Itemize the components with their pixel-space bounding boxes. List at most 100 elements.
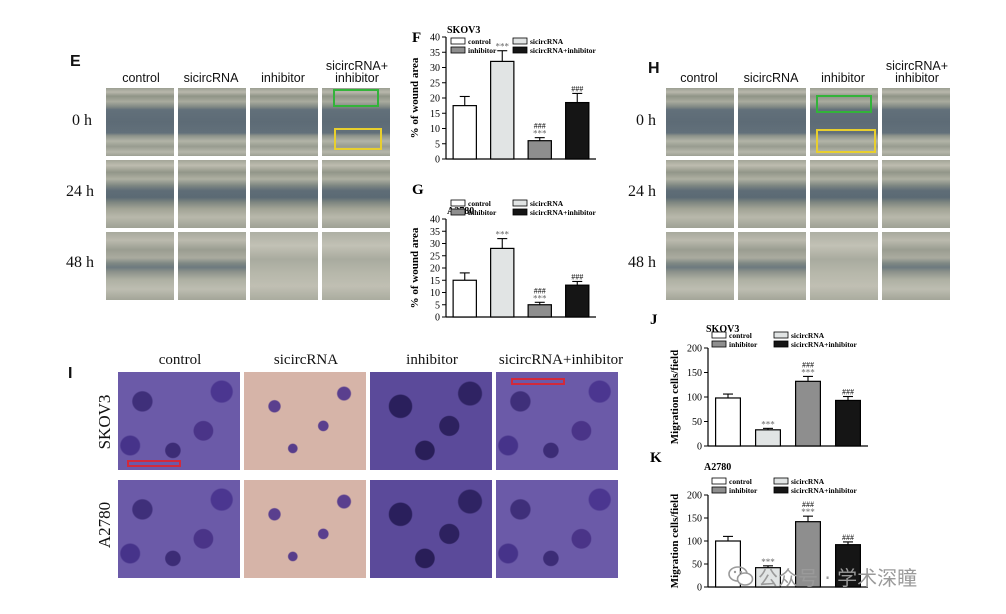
chart-k-panel-label: K (650, 450, 662, 466)
chart-k-legend-swatch-1 (711, 486, 727, 494)
chart-j-ytick-label-4: 200 (687, 344, 702, 355)
e-micrograph-r2-c3 (322, 232, 390, 300)
chart-j-bar-1 (754, 429, 781, 447)
h-micrograph-r2-c0 (666, 232, 734, 300)
h-yellow-roi-box (816, 129, 876, 153)
chart-k-ytick-label-2: 100 (687, 537, 702, 548)
chart-k-sig-hash-3: ### (842, 533, 854, 542)
chart-f-legend-swatch-3 (512, 46, 528, 54)
panel-label-e: E (70, 53, 81, 70)
e-micrograph-r0-c0 (106, 88, 174, 156)
chart-f-sig-star-1: *** (496, 42, 510, 52)
chart-g-ytick-label-3: 15 (430, 276, 440, 287)
chart-g-ytick-label-4: 20 (430, 264, 440, 275)
chart-g-ytick-label-7: 35 (430, 227, 440, 238)
h-micrograph-r2-c2 (810, 232, 878, 300)
chart-f-bar-3 (565, 101, 590, 160)
chart-j-legend-label-1: inhibitor (729, 340, 758, 349)
h-micrograph-r1-c3 (882, 160, 950, 228)
chart-k-legend-label-0: control (729, 477, 752, 486)
chart-k-legend-label-2: sicircRNA (791, 477, 825, 486)
chart-g-ytick-label-2: 10 (430, 288, 440, 299)
chart-k-sig-hash-2: ### (802, 500, 814, 509)
h-col-inhibitor: inhibitor (821, 71, 865, 85)
h-green-roi-box (816, 95, 872, 113)
chart-f-title: SKOV3 (447, 25, 480, 36)
chart-j-bar-2 (794, 380, 821, 447)
panel-label-h: H (648, 60, 660, 77)
e-green-roi-box (333, 89, 379, 107)
chart-g-ylabel: % of wound area (409, 227, 421, 308)
chart-g-sig-hash-3: ### (571, 272, 583, 281)
chart-g-ytick-label-1: 5 (435, 300, 440, 311)
chart-k-ytick-label-4: 200 (687, 491, 702, 502)
chart-f-bar-2 (527, 140, 552, 160)
chart-f-ytick-label-4: 20 (430, 94, 440, 105)
chart-g-bar-3 (565, 284, 590, 318)
chart-k-ytick-label-3: 150 (687, 514, 702, 525)
chart-j-sig-star-1: *** (761, 419, 775, 429)
e-micrograph-r1-c3 (322, 160, 390, 228)
h-col-control: control (680, 71, 718, 85)
chart-k-ylabel: Migration cells/field (669, 494, 681, 588)
e-micrograph-r0-c2 (250, 88, 318, 156)
chart-k-legend-swatch-2 (773, 477, 789, 485)
i-micrograph-r1-c0 (118, 480, 240, 578)
chart-f-legend-swatch-1 (512, 37, 528, 45)
chart-g-sig-star-2: *** (533, 293, 547, 303)
chart-g-legend-label-0: control (468, 199, 491, 208)
h-col-combo: sicircRNA+ inhibitor (885, 59, 949, 85)
chart-j-ytick-label-3: 150 (687, 368, 702, 379)
e-micrograph-r0-c1 (178, 88, 246, 156)
chart-f-sig-star-2: *** (533, 129, 547, 139)
chart-g-ytick-label-0: 0 (435, 313, 440, 324)
chart-g-ytick-label-5: 25 (430, 251, 440, 262)
chart-f-ytick-label-0: 0 (435, 155, 440, 166)
chart-f-legend-label-0: control (468, 37, 491, 46)
i-micrograph-r1-c2 (370, 480, 492, 578)
e-micrograph-r1-c0 (106, 160, 174, 228)
h-micrograph-r1-c1 (738, 160, 806, 228)
e-micrograph-r2-c0 (106, 232, 174, 300)
chart-j-panel-label: J (650, 312, 658, 328)
h-micrograph-r0-c1 (738, 88, 806, 156)
chart-f-panel-label: F (412, 30, 421, 46)
chart-g-bar-0 (452, 279, 477, 318)
chart-f-ytick-label-5: 25 (430, 78, 440, 89)
chart-g-legend-swatch-3 (512, 208, 528, 216)
chart-f-legend-label-1: sicircRNA (530, 37, 564, 46)
i-scale-bar-skov3-combo (511, 378, 565, 385)
chart-k-title: A2780 (704, 462, 731, 473)
e-yellow-roi-box (334, 128, 382, 150)
chart-k-ytick-label-1: 50 (692, 560, 702, 571)
i-col-inhibitor: inhibitor (406, 352, 458, 368)
i-col-control: control (158, 352, 202, 368)
chart-g-panel-label: G (412, 182, 424, 198)
e-col-sicircrna: sicircRNA (183, 71, 239, 85)
h-row-48h: 48 h (628, 254, 656, 271)
i-micrograph-r0-c1 (244, 372, 366, 470)
chart-f-ytick-label-6: 30 (430, 63, 440, 74)
chart-f-ytick-label-8: 40 (430, 33, 440, 44)
chart-j-sig-hash-3: ### (842, 388, 854, 397)
i-micrograph-r1-c1 (244, 480, 366, 578)
e-micrograph-r1-c1 (178, 160, 246, 228)
i-col-combo: sicircRNA+inhibitor (498, 352, 624, 368)
e-row-48h: 48 h (66, 254, 94, 271)
h-micrograph-r2-c1 (738, 232, 806, 300)
chart-g-legend-label-2: inhibitor (468, 208, 497, 217)
chart-j-legend-label-2: sicircRNA (791, 331, 825, 340)
chart-j-legend-swatch-3 (773, 340, 789, 348)
i-micrograph-r1-c3 (496, 480, 618, 578)
chart-f-bar-1 (490, 60, 515, 160)
chart-f-bar-0 (452, 105, 477, 160)
h-row-0h: 0 h (636, 112, 656, 129)
h-micrograph-r0-c3 (882, 88, 950, 156)
chart-f-legend-label-3: sicircRNA+inhibitor (530, 46, 596, 55)
chart-j-legend-label-0: control (729, 331, 752, 340)
chart-j-bar-3 (834, 399, 861, 447)
chart-g-ytick-label-6: 30 (430, 239, 440, 250)
chart-g-legend-label-3: sicircRNA+inhibitor (530, 208, 596, 217)
i-micrograph-r0-c2 (370, 372, 492, 470)
